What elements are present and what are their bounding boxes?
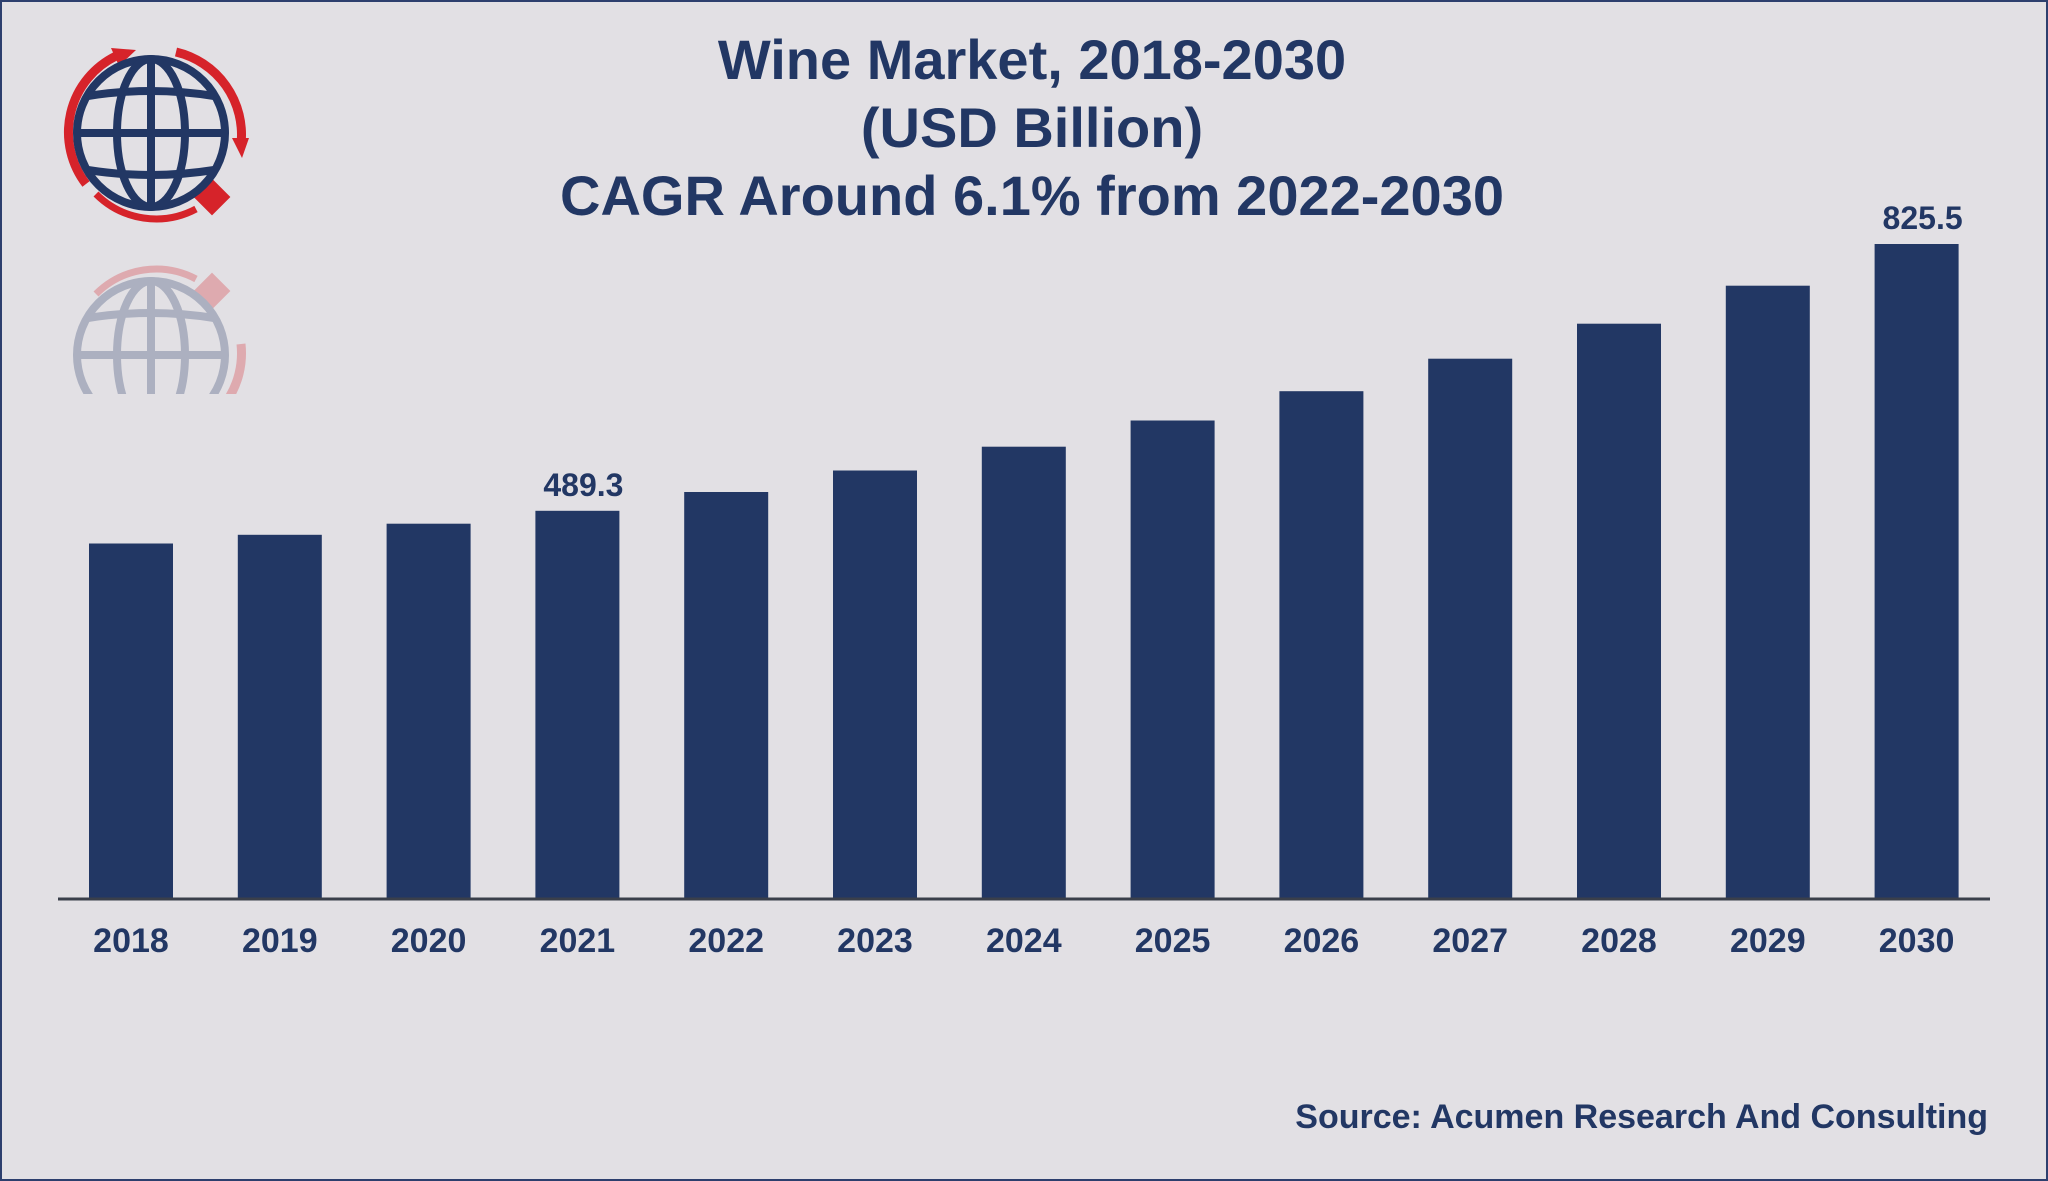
title-line-3: CAGR Around 6.1% from 2022-2030 bbox=[560, 164, 1504, 227]
x-tick-2020: 2020 bbox=[391, 922, 467, 960]
x-tick-2030: 2030 bbox=[1879, 922, 1955, 960]
bars-group bbox=[89, 244, 1959, 899]
data-labels: 489.3 825.5 bbox=[543, 200, 1962, 503]
bar-2021 bbox=[535, 510, 620, 899]
x-tick-2018: 2018 bbox=[93, 922, 169, 960]
chart-title: Wine Market, 2018-2030 (USD Billion) CAG… bbox=[0, 26, 2048, 230]
bar-2020 bbox=[386, 523, 471, 899]
bar-2018 bbox=[89, 543, 173, 899]
x-tick-2029: 2029 bbox=[1730, 922, 1806, 960]
bar-2029 bbox=[1725, 285, 1810, 899]
x-tick-labels: 2018 2019 2020 2021 2022 2023 2024 2025 2026 2027… bbox=[93, 922, 1954, 960]
x-tick-2028: 2028 bbox=[1581, 922, 1657, 960]
x-tick-2021: 2021 bbox=[540, 922, 616, 960]
x-tick-2026: 2026 bbox=[1284, 922, 1360, 960]
bar-2023 bbox=[833, 470, 917, 899]
x-tick-2019: 2019 bbox=[242, 922, 318, 960]
x-tick-2023: 2023 bbox=[837, 922, 913, 960]
data-label-2021: 489.3 bbox=[543, 467, 623, 503]
bar-2030 bbox=[1874, 244, 1959, 899]
data-label-2030: 825.5 bbox=[1883, 200, 1963, 236]
bar-2024 bbox=[981, 446, 1066, 899]
bar-2019 bbox=[237, 534, 322, 899]
globe-icon bbox=[64, 47, 249, 223]
x-tick-2022: 2022 bbox=[688, 922, 764, 960]
bar-2025 bbox=[1130, 420, 1215, 899]
source-note: Source: Acumen Research And Consulting bbox=[1295, 1098, 1988, 1136]
x-tick-2024: 2024 bbox=[986, 922, 1062, 960]
bar-2026 bbox=[1279, 391, 1364, 899]
bar-2022 bbox=[684, 492, 769, 899]
x-tick-2025: 2025 bbox=[1135, 922, 1211, 960]
bar-2027 bbox=[1428, 358, 1513, 899]
title-line-2: (USD Billion) bbox=[860, 96, 1204, 159]
title-line-1: Wine Market, 2018-2030 bbox=[717, 28, 1347, 91]
bar-2028 bbox=[1577, 323, 1661, 899]
x-tick-2027: 2027 bbox=[1432, 922, 1508, 960]
globe-reflection-icon bbox=[73, 265, 246, 394]
